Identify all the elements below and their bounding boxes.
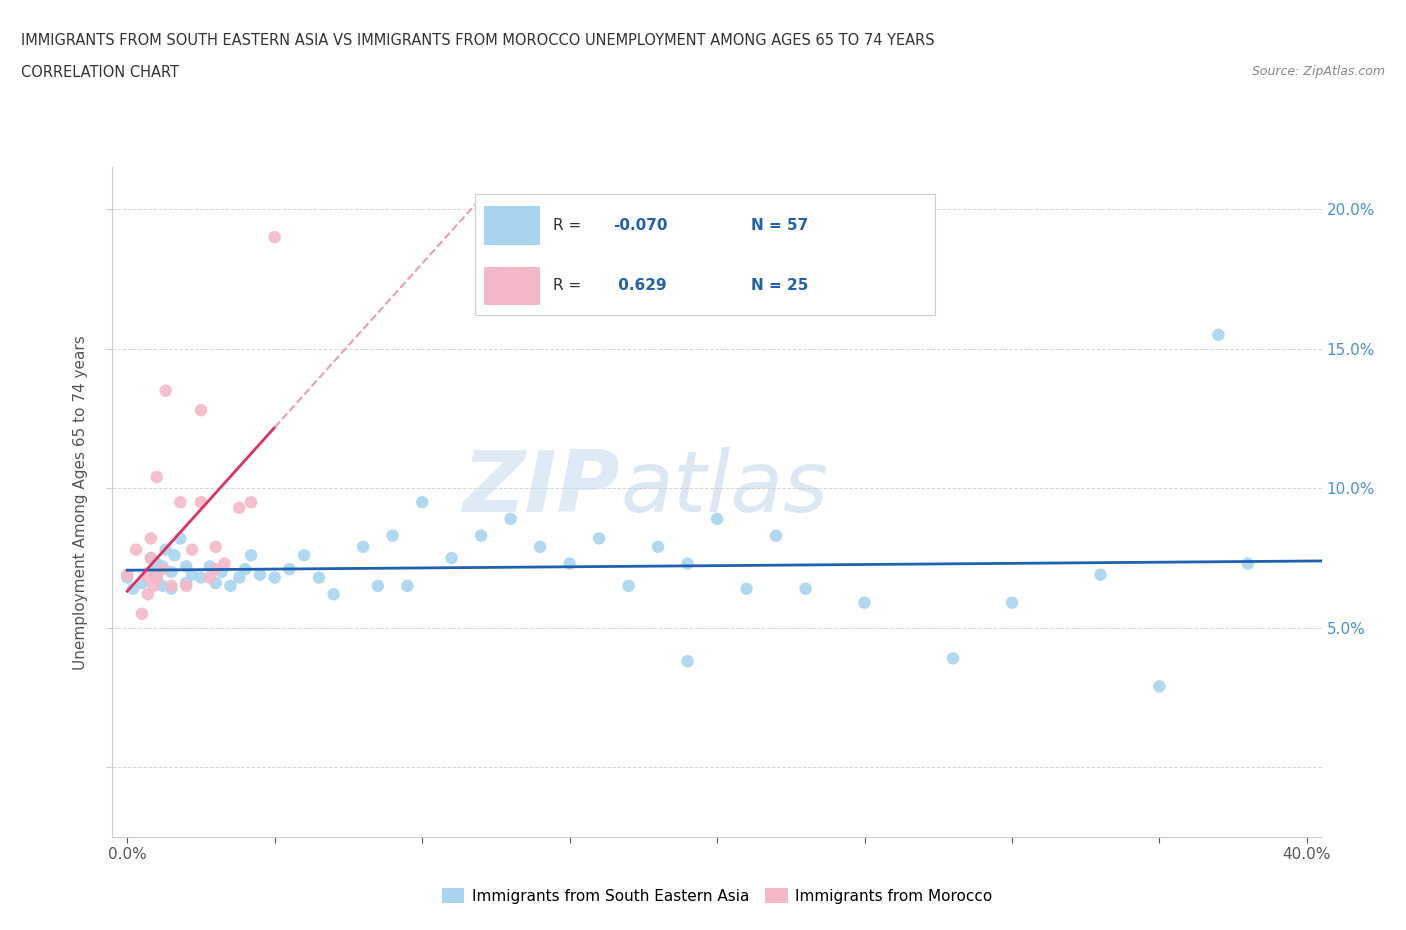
Point [136, 570, 159, 585]
Point [617, 578, 640, 593]
Point [145, 470, 167, 485]
Point [470, 528, 492, 543]
Point [190, 570, 212, 585]
Point [139, 551, 162, 565]
Point [204, 562, 226, 577]
Point [240, 495, 263, 510]
Point [411, 495, 433, 510]
Point [1090, 567, 1112, 582]
Text: 0.629: 0.629 [613, 278, 666, 293]
Point [263, 570, 285, 585]
Point [174, 576, 197, 591]
Point [240, 548, 263, 563]
Point [152, 559, 174, 574]
Point [735, 581, 758, 596]
Point [181, 567, 204, 582]
Point [190, 495, 212, 510]
Point [352, 539, 374, 554]
Point [440, 551, 463, 565]
Point [676, 556, 699, 571]
Point [204, 539, 226, 554]
Point [125, 542, 148, 557]
Point [292, 548, 315, 563]
Text: R =: R = [554, 218, 586, 233]
Point [115, 567, 138, 582]
Point [198, 570, 221, 585]
Point [263, 230, 285, 245]
Point [1001, 595, 1024, 610]
Point [499, 512, 522, 526]
Point [160, 565, 183, 579]
Point [676, 654, 699, 669]
Point [706, 512, 728, 526]
Text: atlas: atlas [620, 447, 828, 530]
Point [322, 587, 344, 602]
Point [228, 570, 250, 585]
Point [155, 383, 177, 398]
Point [136, 587, 159, 602]
Point [181, 542, 204, 557]
Point [204, 576, 226, 591]
Text: N = 57: N = 57 [751, 218, 808, 233]
Text: ZIP: ZIP [463, 447, 620, 530]
Point [588, 531, 610, 546]
Point [794, 581, 817, 596]
Point [145, 570, 167, 585]
Point [942, 651, 965, 666]
Point [381, 528, 404, 543]
Point [1237, 556, 1260, 571]
Point [155, 542, 177, 557]
Text: Source: ZipAtlas.com: Source: ZipAtlas.com [1251, 65, 1385, 78]
Point [115, 570, 138, 585]
Point [1149, 679, 1171, 694]
Point [131, 576, 153, 591]
Text: R =: R = [554, 278, 586, 293]
Point [160, 578, 183, 593]
Point [139, 531, 162, 546]
Point [174, 578, 197, 593]
Point [211, 565, 233, 579]
Point [160, 581, 183, 596]
Point [145, 556, 167, 571]
Point [174, 559, 197, 574]
Point [219, 578, 242, 593]
Point [152, 578, 174, 593]
Point [122, 581, 145, 596]
Point [228, 500, 250, 515]
Point [131, 606, 153, 621]
Point [145, 570, 167, 585]
Point [529, 539, 551, 554]
Point [169, 495, 191, 510]
Point [190, 403, 212, 418]
Text: -0.070: -0.070 [613, 218, 668, 233]
Point [169, 531, 191, 546]
Point [214, 556, 236, 571]
Point [163, 548, 186, 563]
Point [853, 595, 876, 610]
Point [308, 570, 330, 585]
Point [152, 562, 174, 577]
Point [1208, 327, 1230, 342]
Point [198, 559, 221, 574]
Point [233, 562, 256, 577]
Point [142, 578, 165, 593]
Text: CORRELATION CHART: CORRELATION CHART [21, 65, 179, 80]
Point [765, 528, 787, 543]
Point [249, 567, 271, 582]
Point [367, 578, 389, 593]
Bar [485, 267, 540, 305]
Text: IMMIGRANTS FROM SOUTH EASTERN ASIA VS IMMIGRANTS FROM MOROCCO UNEMPLOYMENT AMONG: IMMIGRANTS FROM SOUTH EASTERN ASIA VS IM… [21, 33, 935, 47]
Legend: Immigrants from South Eastern Asia, Immigrants from Morocco: Immigrants from South Eastern Asia, Immi… [436, 882, 998, 910]
Point [558, 556, 581, 571]
Y-axis label: Unemployment Among Ages 65 to 74 years: Unemployment Among Ages 65 to 74 years [73, 335, 89, 670]
Point [647, 539, 669, 554]
Point [139, 565, 162, 579]
Bar [485, 206, 540, 245]
Text: N = 25: N = 25 [751, 278, 808, 293]
Point [139, 551, 162, 565]
Point [278, 562, 301, 577]
Point [396, 578, 419, 593]
